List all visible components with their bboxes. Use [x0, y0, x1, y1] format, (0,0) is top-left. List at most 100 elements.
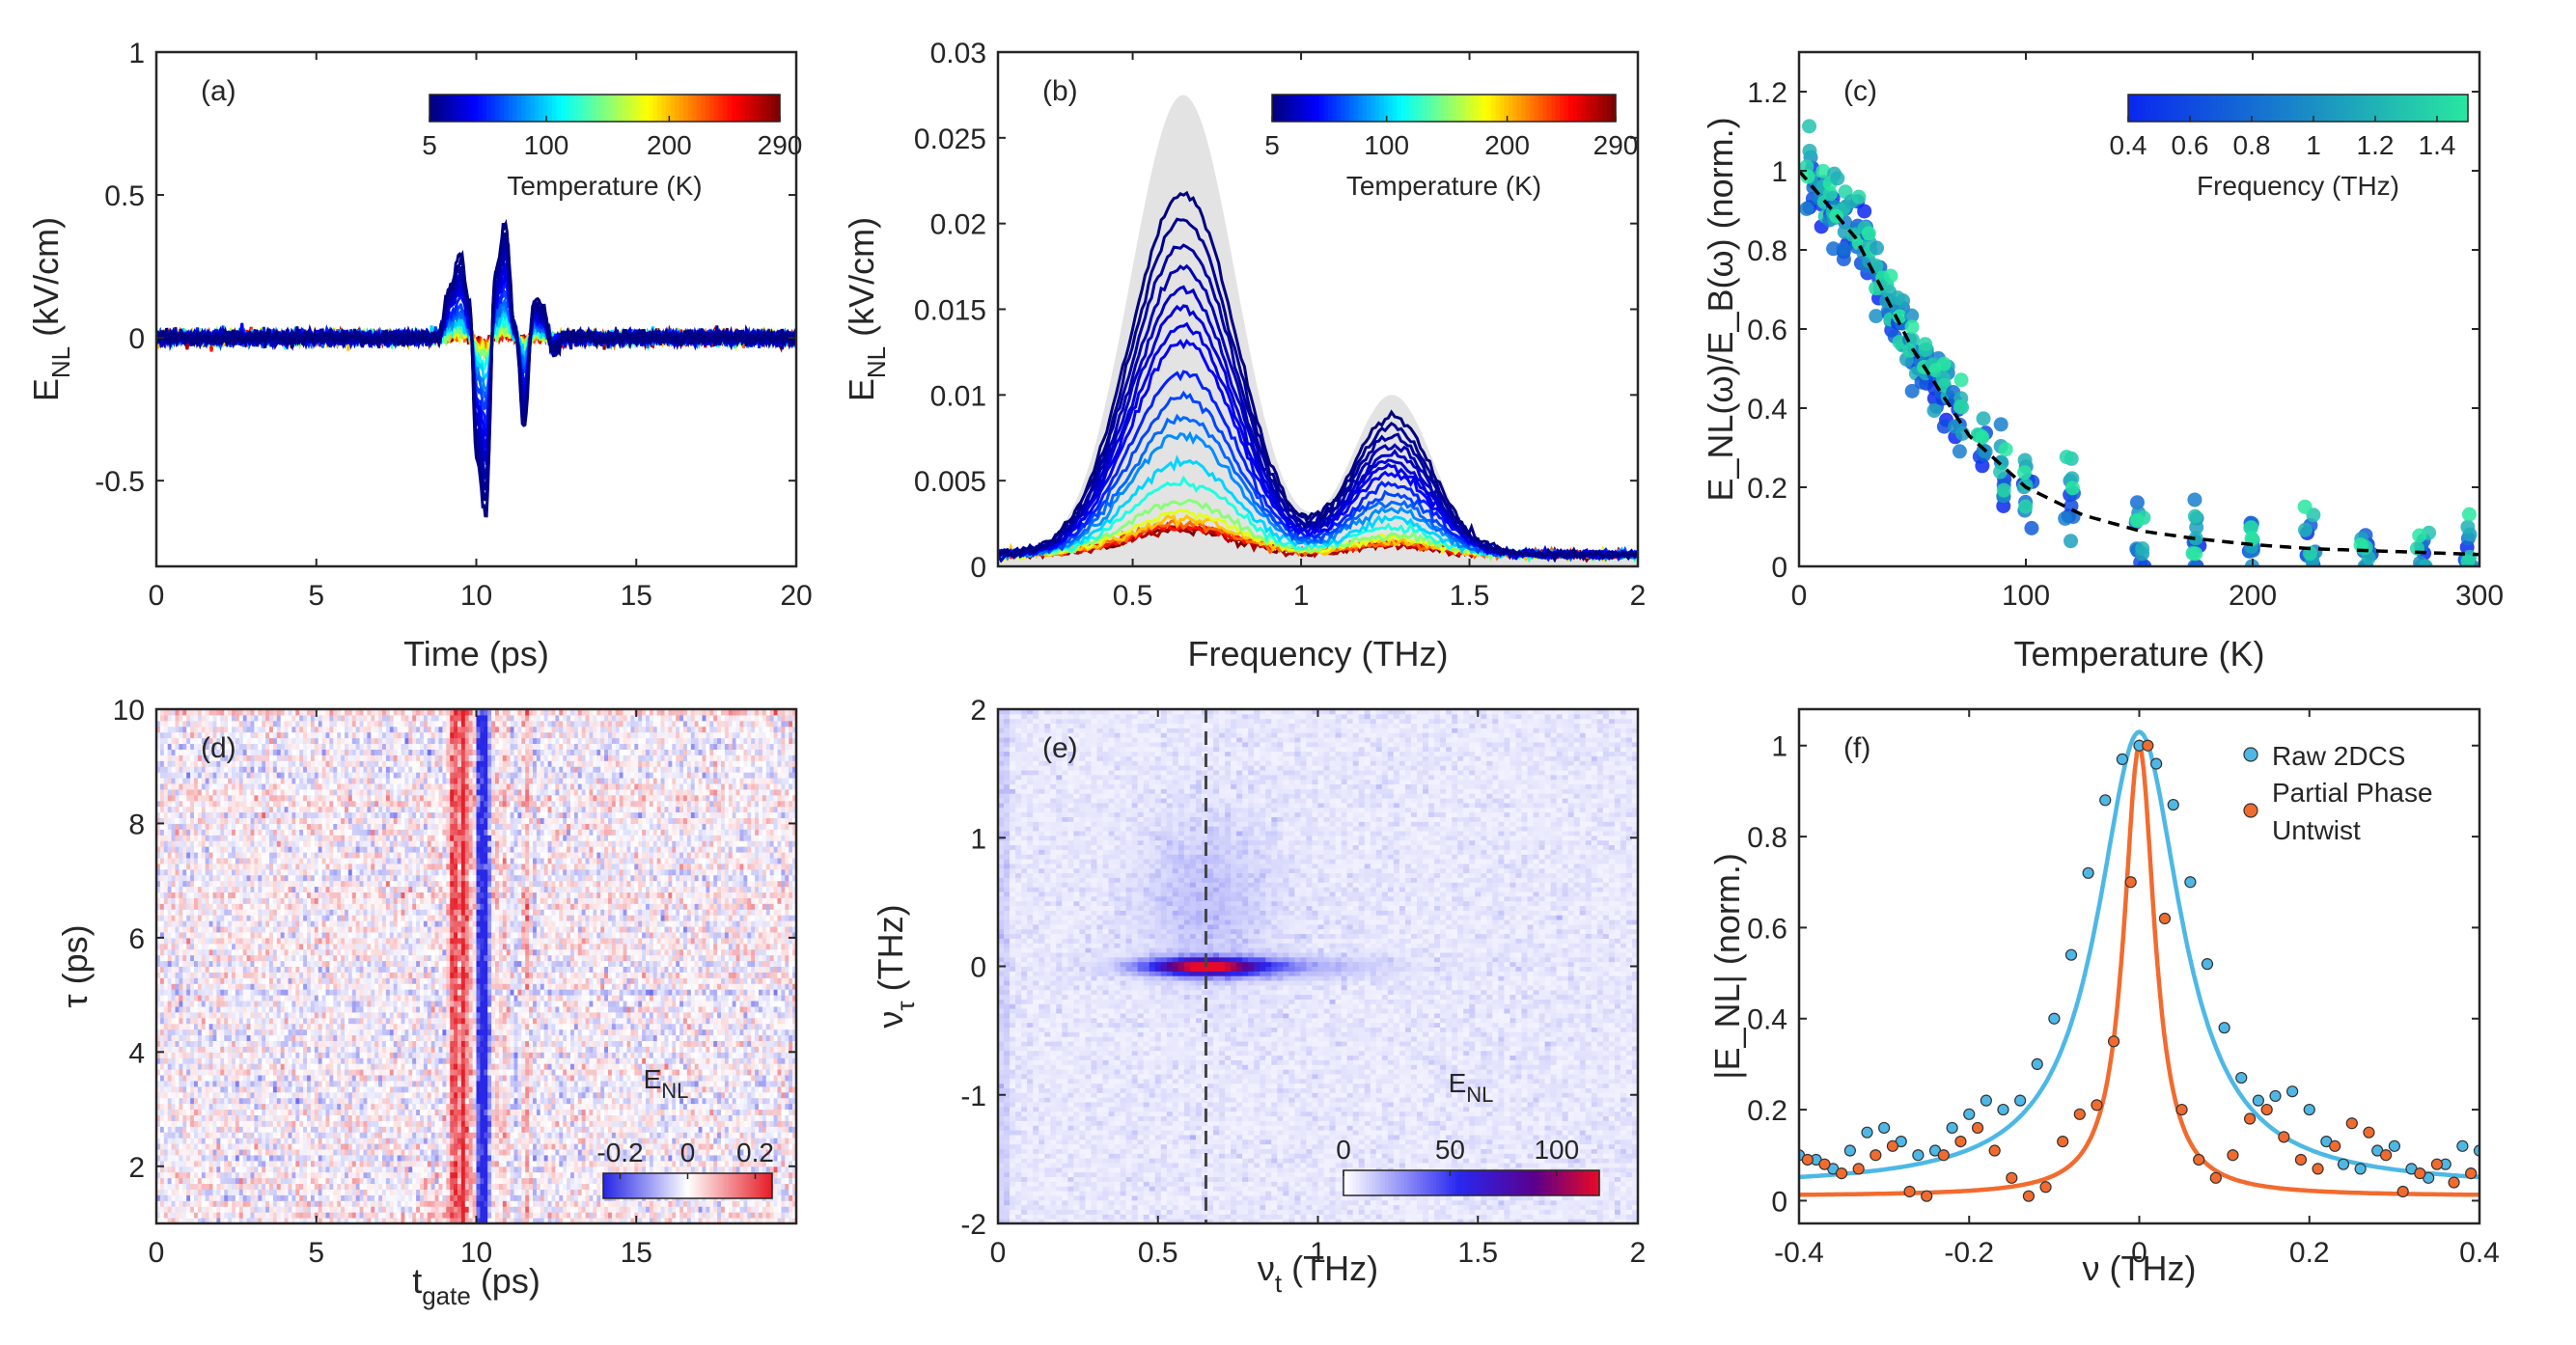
heatmap-cell	[656, 1200, 662, 1207]
heatmap-cell	[638, 1085, 643, 1093]
heatmap-cell	[430, 1097, 436, 1105]
heatmap-cell	[585, 1143, 590, 1150]
heatmap-cell	[702, 1085, 706, 1093]
heatmap-cell	[363, 1114, 368, 1121]
heatmap-cell	[208, 1114, 213, 1121]
heatmap-cell	[555, 1080, 560, 1087]
heatmap-cell	[434, 1183, 439, 1190]
heatmap-cell	[228, 1080, 233, 1087]
heatmap-cell	[416, 1138, 421, 1144]
heatmap-cell	[442, 1091, 447, 1099]
colorbar-segment	[1568, 95, 1574, 122]
heatmap-cell	[596, 1194, 601, 1201]
heatmap-cell	[484, 1206, 488, 1213]
heatmap-cell	[476, 1218, 481, 1223]
heatmap-cell	[363, 1138, 368, 1144]
heatmap-cell	[676, 1097, 680, 1105]
colorbar-segment	[542, 95, 549, 122]
heatmap-cell	[769, 1218, 775, 1223]
heatmap-cell	[265, 1132, 270, 1139]
colorbar-segment	[2369, 95, 2375, 122]
heatmap-cell	[713, 1103, 718, 1111]
data-point	[2187, 559, 2202, 566]
colorbar-segment	[2162, 95, 2168, 122]
heatmap-cell	[646, 1120, 651, 1127]
heatmap-cell	[186, 1183, 191, 1190]
heatmap-cell	[367, 1109, 372, 1115]
heatmap-cell	[224, 1143, 229, 1150]
heatmap-cell	[190, 1206, 195, 1213]
heatmap-cell	[789, 1138, 793, 1144]
heatmap-cell	[303, 1103, 308, 1111]
heatmap-cell	[235, 1218, 240, 1223]
heatmap-cell	[785, 1189, 789, 1195]
heatmap-cell	[656, 1132, 662, 1139]
heatmap-cell	[484, 1126, 488, 1133]
heatmap-cell	[355, 1132, 361, 1139]
heatmap-cell	[333, 1194, 338, 1201]
data-point	[1861, 226, 1876, 241]
heatmap-cell	[159, 1080, 165, 1087]
heatmap-cell	[547, 1194, 552, 1201]
heatmap-cell	[423, 1166, 429, 1173]
colorbar-segment	[1555, 95, 1561, 122]
heatmap-cell	[525, 1132, 530, 1139]
heatmap-cell	[600, 1085, 605, 1093]
heatmap-cell	[513, 1149, 518, 1156]
heatmap-cell	[702, 1138, 706, 1144]
heatmap-cell	[589, 1166, 594, 1173]
heatmap-cell	[656, 1109, 662, 1115]
heatmap-cell	[197, 1143, 203, 1150]
heatmap-cell	[205, 1109, 210, 1115]
heatmap-cell	[664, 1097, 669, 1105]
heatmap-cell	[182, 1149, 187, 1156]
heatmap-cell	[555, 1171, 560, 1179]
heatmap-cell	[291, 1171, 296, 1179]
heatmap-cell	[634, 1097, 639, 1105]
heatmap-cell	[254, 1143, 259, 1150]
x-tick-label: 300	[2455, 580, 2504, 612]
heatmap-cell	[683, 1143, 688, 1150]
heatmap-cell	[533, 1080, 538, 1087]
heatmap-cell	[777, 1114, 782, 1121]
heatmap-cell	[608, 1218, 613, 1223]
heatmap-cell	[623, 1103, 627, 1111]
heatmap-cell	[679, 1085, 684, 1093]
heatmap-cell	[759, 1200, 763, 1207]
data-point	[1904, 319, 1920, 335]
heatmap-cell	[634, 1160, 639, 1167]
heatmap-cell	[329, 1097, 334, 1105]
heatmap-cell	[604, 1212, 609, 1219]
heatmap-cell	[163, 1218, 169, 1223]
data-point	[2244, 520, 2259, 535]
heatmap-cell	[743, 1126, 748, 1133]
heatmap-cell	[385, 1085, 391, 1093]
heatmap-cell	[329, 1149, 334, 1156]
heatmap-cell	[337, 1218, 342, 1223]
heatmap-cell	[464, 1091, 470, 1099]
heatmap-cell	[295, 1154, 300, 1162]
heatmap-cell	[416, 1149, 421, 1156]
heatmap-cell	[765, 1212, 771, 1219]
heatmap-cell	[536, 1212, 541, 1219]
heatmap-cell	[404, 1154, 409, 1162]
heatmap-cell	[163, 1166, 169, 1173]
heatmap-cell	[258, 1218, 263, 1223]
heatmap-cell	[450, 1218, 455, 1223]
colorbar-segment	[1336, 95, 1342, 122]
heatmap-cell	[401, 1085, 405, 1093]
heatmap-cell	[450, 1085, 455, 1093]
heatmap-cell	[454, 1138, 458, 1144]
heatmap-cell	[547, 1166, 552, 1173]
heatmap-cell	[581, 1085, 587, 1093]
heatmap-cell	[502, 1194, 508, 1201]
heatmap-cell	[235, 1212, 240, 1219]
heatmap-cell	[299, 1109, 304, 1115]
heatmap-cell	[397, 1171, 402, 1179]
heatmap-cell	[359, 1091, 364, 1099]
heatmap-cell	[702, 1097, 706, 1105]
heatmap-cell	[201, 1189, 207, 1195]
heatmap-cell	[367, 1177, 372, 1185]
data-point	[2297, 522, 2313, 537]
heatmap-cell	[739, 1132, 744, 1139]
